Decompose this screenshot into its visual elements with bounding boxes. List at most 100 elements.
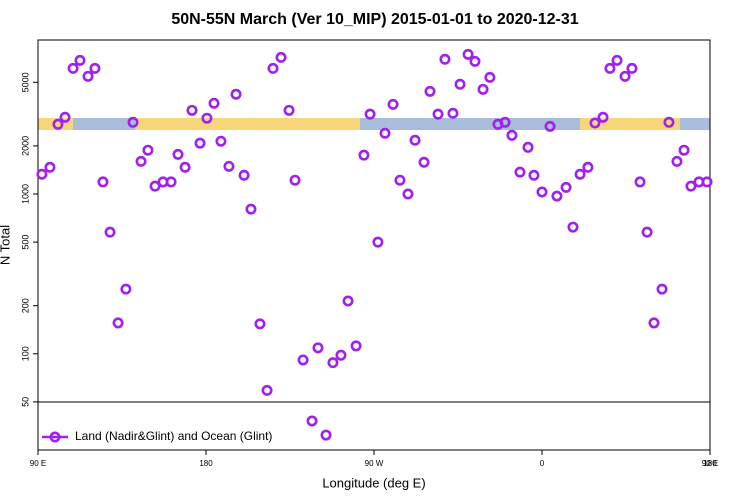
point	[215, 135, 227, 147]
point	[186, 104, 198, 116]
x-tick-label: 90 E	[702, 459, 718, 468]
point	[44, 161, 56, 173]
point	[283, 104, 295, 116]
point	[574, 168, 586, 180]
point	[499, 116, 511, 128]
point	[261, 384, 273, 396]
point	[306, 415, 318, 427]
point	[120, 283, 132, 295]
point	[589, 117, 601, 129]
point	[97, 176, 109, 188]
y-tick-label: 100	[20, 346, 30, 361]
land-ocean-band	[38, 118, 710, 130]
point	[67, 62, 79, 74]
point	[379, 127, 391, 139]
point	[312, 342, 324, 354]
x-tick-label: 180	[199, 459, 213, 468]
point	[327, 357, 339, 369]
point	[477, 83, 489, 95]
point	[424, 85, 436, 97]
point	[127, 116, 139, 128]
point	[52, 118, 64, 130]
point	[194, 137, 206, 149]
point	[36, 168, 48, 180]
point	[701, 176, 713, 188]
point	[364, 108, 376, 120]
point	[626, 62, 638, 74]
x-tick-label: 0	[540, 459, 545, 468]
point	[567, 221, 579, 233]
point	[641, 226, 653, 238]
point	[74, 54, 86, 66]
point	[597, 111, 609, 123]
point	[135, 155, 147, 167]
point	[275, 51, 287, 63]
point	[432, 108, 444, 120]
point	[409, 134, 421, 146]
point	[208, 97, 220, 109]
y-tick-label: 500	[20, 235, 30, 250]
point	[582, 161, 594, 173]
y-tick-label: 2000	[20, 136, 30, 156]
point	[335, 349, 347, 361]
point	[469, 55, 481, 67]
point	[201, 112, 213, 124]
point	[678, 144, 690, 156]
point	[634, 176, 646, 188]
point	[536, 186, 548, 198]
point	[358, 149, 370, 161]
point	[230, 88, 242, 100]
point	[454, 78, 466, 90]
legend-marker	[49, 431, 61, 443]
point	[172, 148, 184, 160]
point	[604, 62, 616, 74]
y-tick-label: 200	[20, 298, 30, 313]
point	[59, 111, 71, 123]
point	[372, 236, 384, 248]
point	[297, 354, 309, 366]
point	[165, 176, 177, 188]
point	[447, 107, 459, 119]
chart-title: 50N-55N March (Ver 10_MIP) 2015-01-01 to…	[171, 11, 578, 28]
point	[528, 169, 540, 181]
point	[663, 116, 675, 128]
point	[89, 62, 101, 74]
point	[342, 295, 354, 307]
point	[245, 203, 257, 215]
point	[514, 166, 526, 178]
point	[142, 144, 154, 156]
point	[551, 190, 563, 202]
point	[418, 156, 430, 168]
x-axis-label: Longitude (deg E)	[322, 475, 425, 490]
point	[394, 174, 406, 186]
point	[462, 48, 474, 60]
point	[671, 155, 683, 167]
point	[522, 141, 534, 153]
point	[350, 340, 362, 352]
point	[439, 53, 451, 65]
point	[685, 180, 697, 192]
x-tick-label: 180	[703, 459, 717, 468]
point	[402, 188, 414, 200]
point	[544, 120, 556, 132]
point	[223, 160, 235, 172]
point	[267, 62, 279, 74]
y-axis-label: N Total	[0, 225, 12, 265]
point	[82, 70, 94, 82]
point	[112, 317, 124, 329]
point	[179, 161, 191, 173]
point	[320, 429, 332, 441]
point	[387, 98, 399, 110]
point	[104, 226, 116, 238]
point	[506, 129, 518, 141]
y-tick-label: 50	[20, 397, 30, 407]
point	[238, 169, 250, 181]
point	[656, 283, 668, 295]
point	[619, 70, 631, 82]
point	[149, 180, 161, 192]
x-tick-label: 90 E	[30, 459, 46, 468]
legend-label: Land (Nadir&Glint) and Ocean (Glint)	[75, 429, 272, 443]
point	[648, 317, 660, 329]
point	[484, 71, 496, 83]
